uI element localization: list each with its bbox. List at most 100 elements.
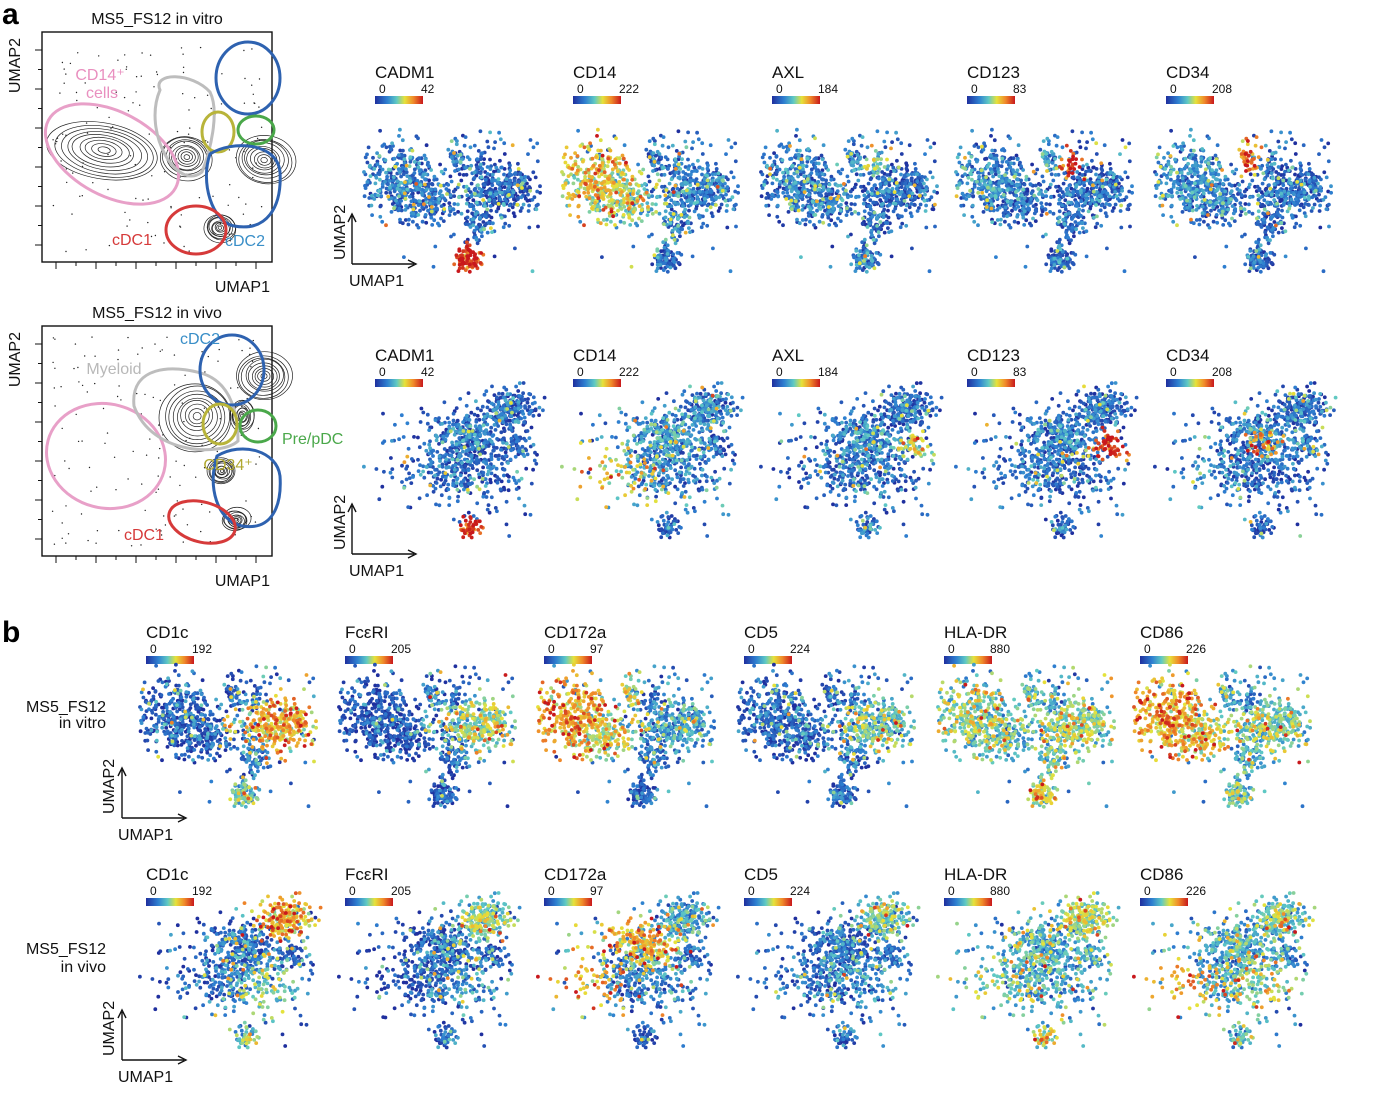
cell-point	[1091, 183, 1095, 188]
cell-point	[965, 163, 970, 168]
cell-point	[597, 163, 602, 168]
cell-point	[759, 194, 764, 199]
cell-point	[989, 202, 994, 207]
cell-point	[1250, 211, 1255, 216]
cell-point	[875, 224, 879, 228]
cell-point	[520, 186, 524, 190]
cell-point	[490, 183, 495, 188]
cell-point	[1094, 141, 1099, 146]
cell-point	[1059, 157, 1064, 162]
cell-point	[457, 195, 461, 200]
cell-point	[878, 220, 883, 224]
colorbar-min-a-vitro-0: 0	[379, 82, 386, 96]
cell-point	[962, 213, 966, 218]
cell-point	[376, 193, 380, 198]
cell-point	[1078, 188, 1083, 193]
cell-point	[472, 257, 477, 261]
cell-point	[997, 205, 1002, 210]
cell-point	[867, 211, 872, 216]
cell-point	[1077, 180, 1082, 185]
cell-point	[719, 202, 724, 207]
cell-point	[427, 182, 431, 186]
cell-point	[455, 185, 460, 190]
cell-point	[501, 202, 506, 206]
cell-point	[471, 207, 476, 212]
cell-point	[705, 166, 710, 171]
cell-point	[1293, 172, 1297, 177]
cell-point	[652, 142, 657, 147]
cell-point	[433, 192, 437, 196]
cell-point	[826, 188, 831, 192]
cell-point	[472, 261, 476, 266]
cell-point	[925, 138, 930, 142]
cell-point	[494, 165, 499, 170]
cell-point	[879, 202, 884, 207]
cell-point	[526, 192, 530, 197]
cell-point	[781, 190, 786, 195]
cell-point	[626, 193, 630, 198]
cell-point	[998, 222, 1003, 227]
cell-point	[846, 234, 850, 239]
cell-point	[1014, 201, 1019, 206]
cell-point	[617, 180, 622, 184]
cell-point	[403, 208, 408, 212]
cell-point	[736, 184, 740, 189]
cell-point	[846, 179, 851, 184]
cell-point	[485, 139, 490, 144]
cell-point	[630, 218, 635, 223]
cell-point	[660, 143, 665, 148]
cell-point	[470, 217, 475, 222]
cell-point	[696, 137, 701, 142]
cell-point	[503, 182, 508, 186]
cell-point	[933, 202, 937, 207]
gate-cdc2	[198, 333, 266, 407]
cell-point	[840, 198, 845, 203]
cell-point	[1049, 249, 1054, 253]
cell-point	[889, 229, 894, 234]
cell-point	[370, 213, 374, 218]
cell-point	[855, 152, 860, 157]
cell-point	[1074, 200, 1079, 205]
cell-point	[1099, 203, 1104, 208]
cell-point	[534, 203, 539, 208]
cell-point	[854, 257, 859, 262]
cell-point	[475, 241, 480, 246]
cell-point	[871, 157, 876, 162]
cell-point	[644, 147, 649, 152]
cell-point	[1090, 158, 1094, 163]
cell-point	[812, 187, 817, 192]
cell-point	[733, 141, 738, 146]
cell-point	[490, 172, 495, 177]
cell-point	[1095, 221, 1100, 226]
cell-point	[697, 189, 702, 194]
cell-point	[622, 220, 627, 225]
cell-point	[907, 143, 912, 148]
cell-point	[769, 197, 774, 201]
cell-point	[895, 158, 899, 163]
cell-point	[725, 185, 730, 189]
cell-point	[869, 143, 874, 148]
cell-point	[1079, 214, 1083, 218]
cell-point	[873, 183, 877, 188]
cell-point	[688, 172, 693, 177]
cell-point	[996, 170, 1001, 175]
cell-point	[687, 226, 691, 231]
cell-point	[483, 223, 487, 228]
cell-point	[972, 219, 977, 224]
cell-point	[967, 151, 971, 156]
cell-point	[468, 167, 472, 171]
cell-point	[657, 152, 662, 156]
cell-point	[1125, 175, 1130, 180]
cell-point	[638, 194, 643, 199]
cell-point	[862, 237, 867, 242]
gate-plot-ylabel: UMAP2	[7, 38, 24, 93]
cell-point	[1003, 205, 1008, 210]
cell-point	[600, 255, 604, 259]
cell-point	[1037, 192, 1041, 196]
cell-point	[598, 138, 603, 143]
cell-point	[657, 178, 662, 183]
cell-point	[961, 165, 965, 170]
cell-point	[663, 237, 668, 242]
cell-point	[976, 186, 981, 191]
cell-point	[436, 201, 441, 205]
